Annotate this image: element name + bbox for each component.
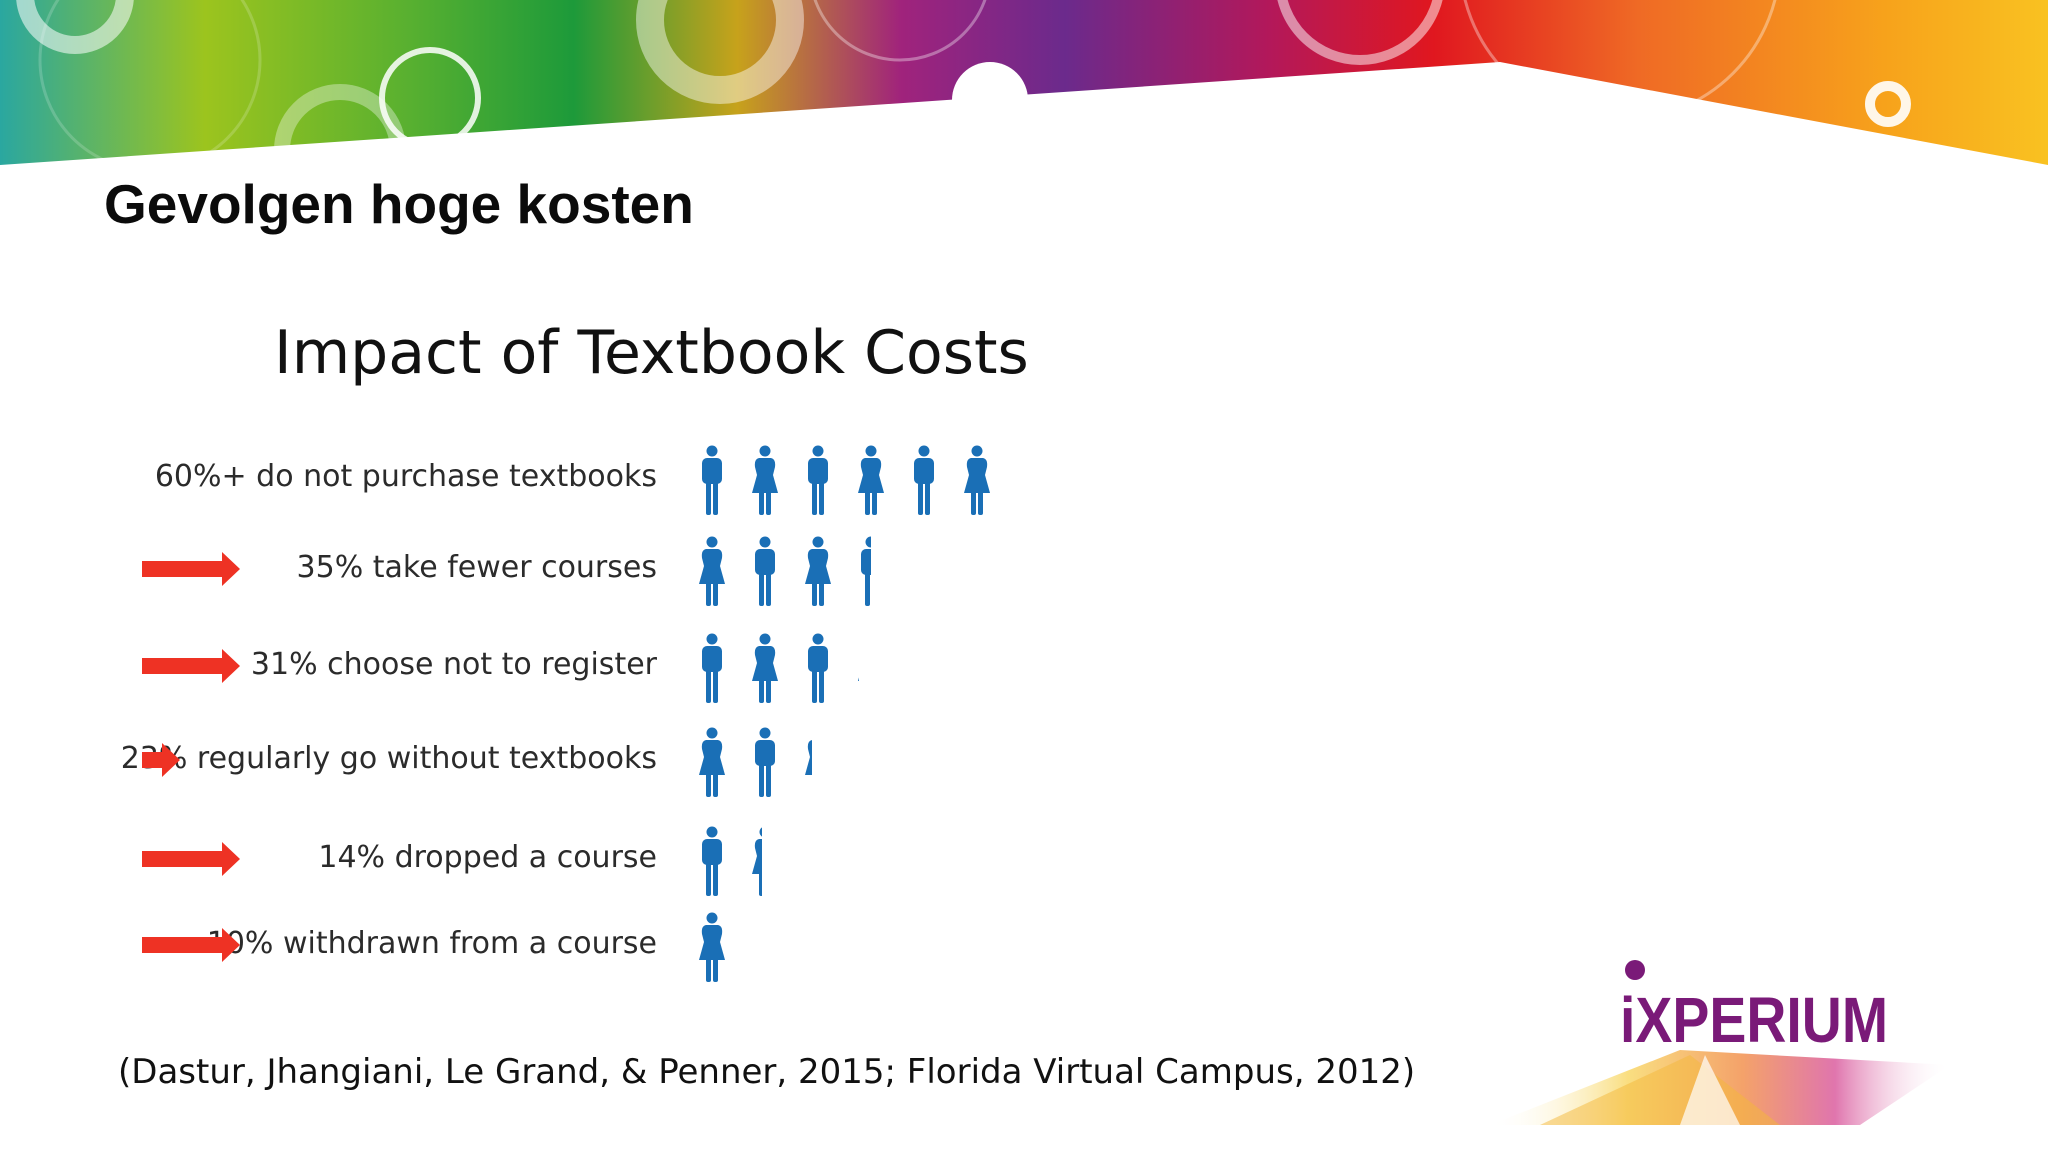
chart-title: Impact of Textbook Costs (274, 318, 1029, 388)
person-figure (858, 445, 884, 515)
person-figure (755, 727, 775, 797)
person-figure (752, 445, 778, 515)
person-figure (858, 677, 859, 681)
row-label: 23% regularly go without textbooks (120, 741, 657, 776)
arrow-icon (142, 552, 240, 586)
person-figure (808, 445, 828, 515)
person-figure (702, 633, 722, 703)
arrow-icon (142, 842, 240, 876)
row-label: 60%+ do not purchase textbooks (154, 459, 657, 494)
person-figure (755, 536, 775, 606)
citation: (Dastur, Jhangiani, Le Grand, & Penner, … (118, 1052, 1416, 1092)
arrow-icon (142, 649, 240, 683)
row-label: 14% dropped a course (318, 840, 657, 875)
person-figure (699, 536, 725, 606)
person-figure (699, 912, 725, 982)
header-banner (0, 0, 2048, 180)
person-figure (805, 536, 831, 606)
row-label: 31% choose not to register (250, 647, 657, 682)
person-figure (805, 740, 812, 775)
row-label: 35% take fewer courses (296, 550, 657, 585)
iXPERIUM-logo: iXPERIUM (1490, 960, 1950, 1125)
person-figure (861, 536, 871, 606)
person-figure (699, 727, 725, 797)
person-figure (752, 633, 778, 703)
person-figure (752, 827, 762, 896)
person-figure (702, 445, 722, 515)
arrow-icon (142, 928, 240, 962)
person-figure (964, 445, 990, 515)
arrow-icon (142, 743, 180, 777)
row-label: 10% withdrawn from a course (206, 926, 657, 961)
person-figure (702, 826, 722, 896)
logo-wordmark: iXPERIUM (1620, 984, 1888, 1056)
slide-title: Gevolgen hoge kosten (104, 173, 694, 235)
person-figure (914, 445, 934, 515)
person-figure (808, 633, 828, 703)
